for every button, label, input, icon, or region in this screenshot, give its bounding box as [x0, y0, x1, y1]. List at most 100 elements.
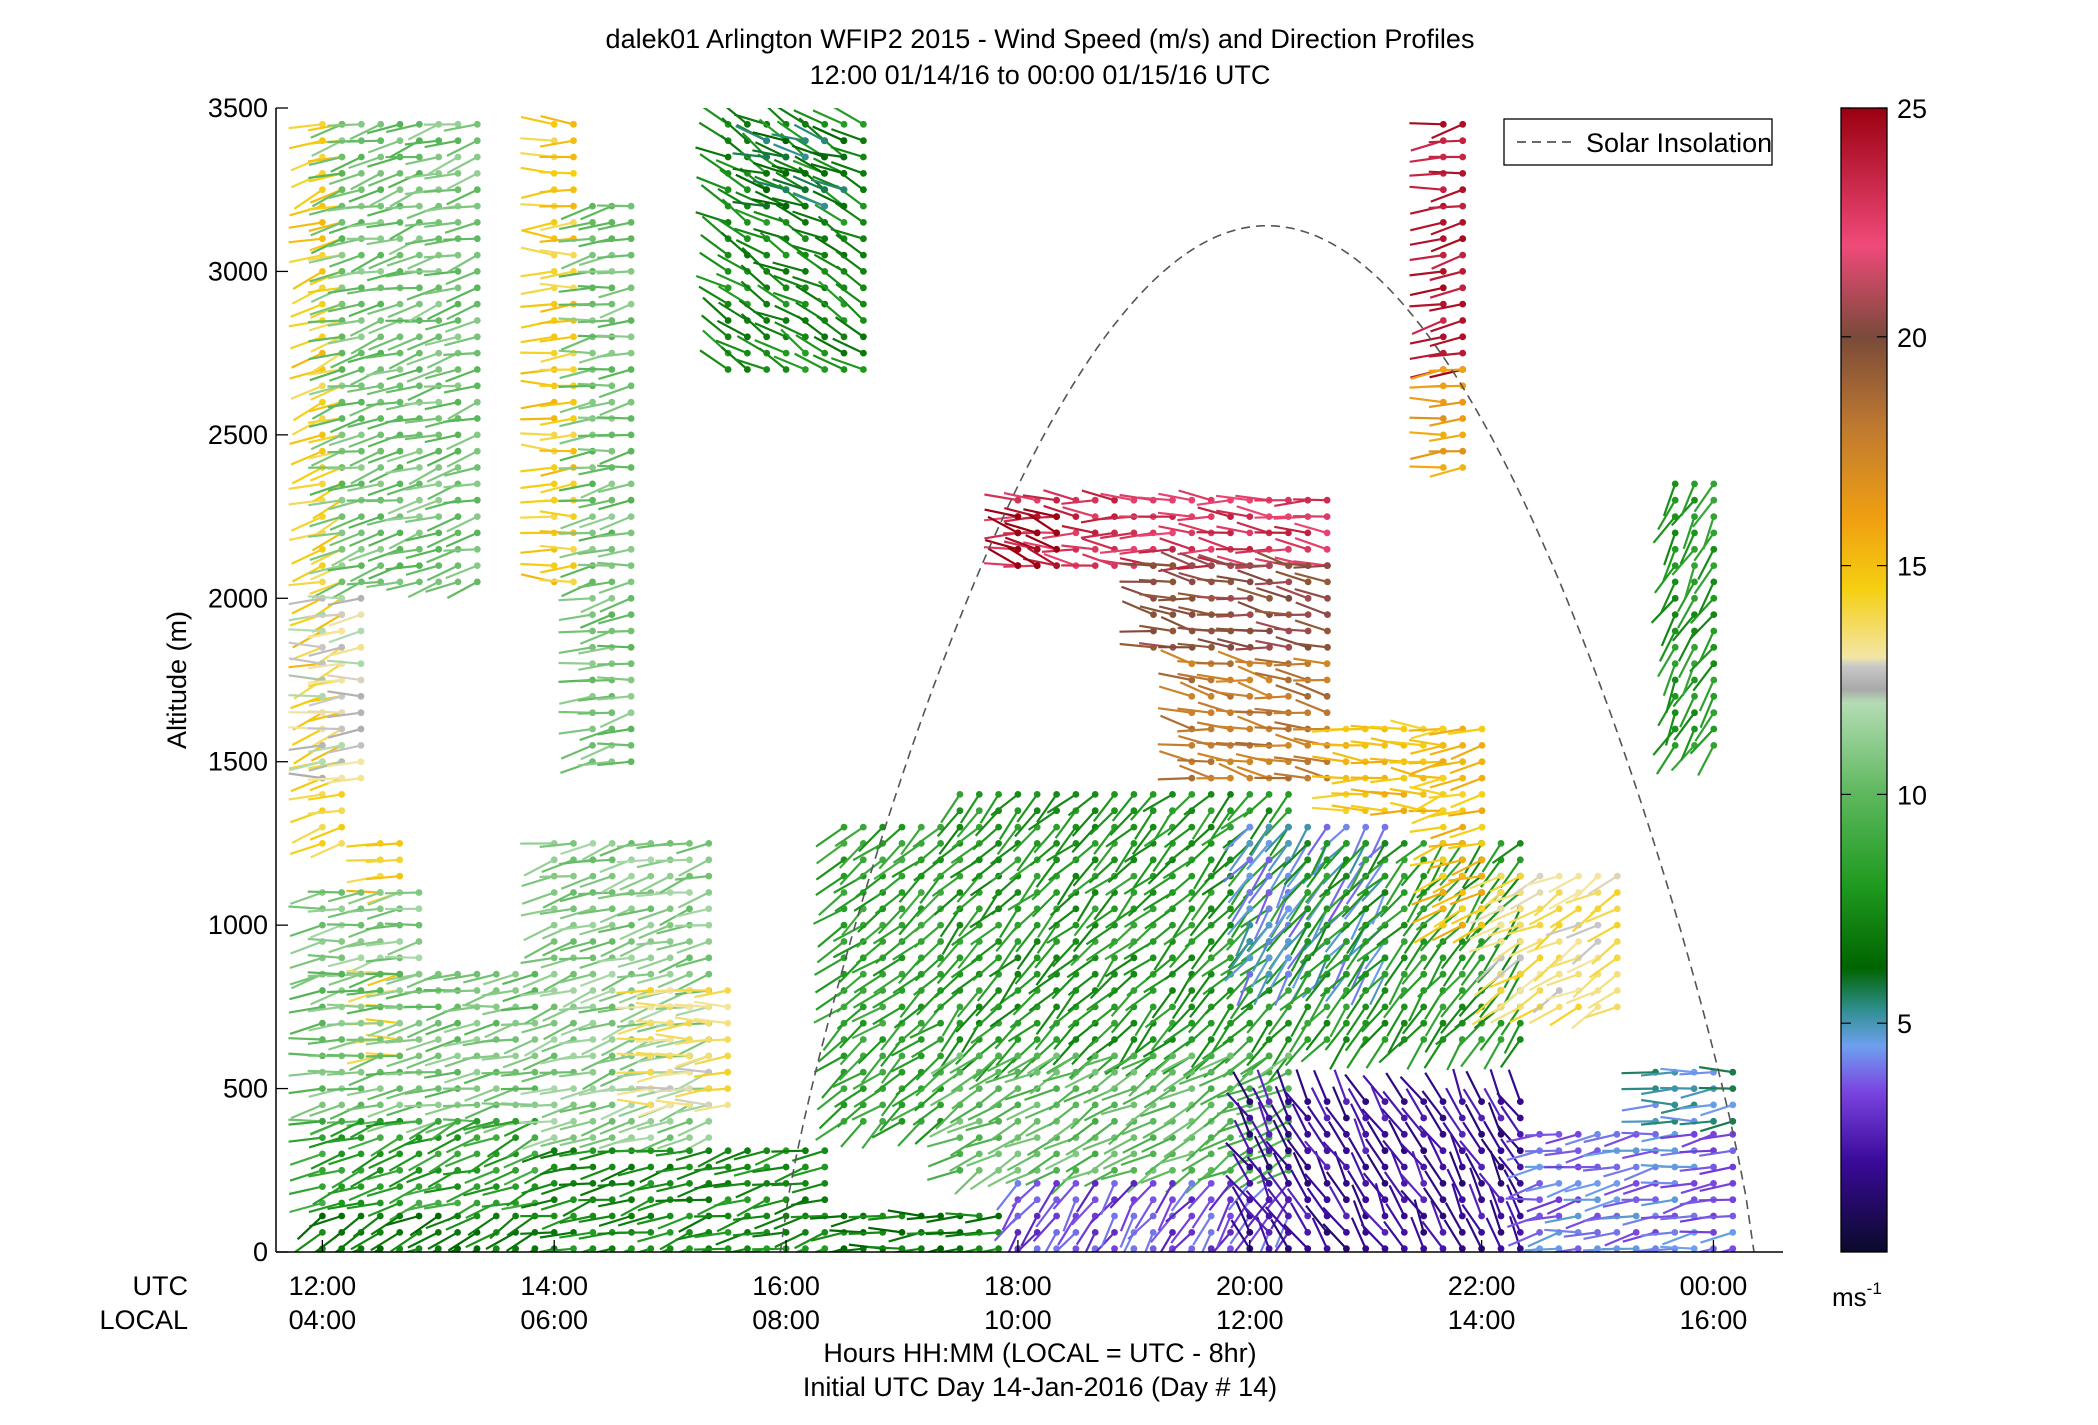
wind-barb-dot — [473, 153, 481, 161]
wind-barb — [366, 219, 404, 229]
wind-barb-shaft — [310, 433, 343, 451]
wind-barb — [446, 137, 481, 157]
wind-barb-dot — [319, 1134, 326, 1141]
wind-barb-dot — [473, 251, 481, 259]
wind-barb-shaft — [446, 433, 478, 451]
wind-barb-shaft — [309, 466, 343, 482]
wind-barb-dot — [1053, 1003, 1060, 1011]
wind-barb — [308, 529, 346, 538]
wind-barb-dot — [358, 545, 365, 553]
wind-barb-dot — [608, 284, 616, 292]
wind-barb-dot — [415, 1166, 423, 1174]
wind-barb-dot — [1188, 1003, 1196, 1011]
wind-barb-shaft — [307, 710, 342, 714]
wind-barb-shaft — [309, 368, 343, 382]
wind-barb-dot — [358, 284, 365, 292]
wind-barb-shaft — [309, 303, 343, 316]
wind-barb-shaft — [308, 254, 343, 264]
wind-barb — [386, 251, 423, 267]
wind-barb-shaft — [424, 139, 459, 149]
wind-barb-dot — [357, 725, 365, 733]
wind-barb-dot — [821, 1196, 829, 1204]
wind-barb-shaft — [327, 1071, 362, 1076]
wind-barb-dot — [550, 349, 558, 357]
wind-barb-dot — [415, 1052, 423, 1060]
wind-barb-dot — [860, 170, 867, 177]
wind-barb-shaft — [405, 482, 439, 491]
wind-barb — [349, 120, 385, 141]
wind-barb-dot — [686, 1245, 693, 1252]
wind-barb-dot — [685, 1085, 693, 1092]
wind-barb-shaft — [347, 417, 381, 428]
wind-barb — [350, 251, 385, 273]
wind-barb-dot — [608, 938, 616, 945]
wind-barb-shaft — [367, 548, 401, 563]
wind-barb — [406, 496, 443, 514]
wind-barb — [404, 415, 443, 424]
wind-barb-dot — [396, 1101, 404, 1109]
wind-barb-shaft — [365, 1054, 400, 1058]
wind-barb — [328, 366, 365, 382]
wind-barb-shaft — [310, 989, 343, 1006]
wind-barb-shaft — [328, 940, 362, 954]
wind-barb-shaft — [311, 728, 343, 748]
wind-barb-shaft — [310, 842, 343, 859]
wind-barb-dot — [821, 120, 829, 128]
wind-barb-dot — [416, 300, 423, 308]
wind-barb — [307, 970, 346, 978]
wind-barb-dot — [338, 643, 346, 651]
wind-barb-dot — [377, 333, 385, 341]
wind-barb — [368, 464, 404, 484]
wind-barb-shaft — [404, 401, 439, 406]
wind-barb-dot — [492, 1212, 500, 1220]
wind-barb-dot — [319, 186, 326, 194]
wind-barb-dot — [376, 1134, 384, 1141]
wind-barb-dot — [666, 1134, 674, 1141]
wind-barb-dot — [338, 333, 346, 341]
wind-barb-dot — [319, 300, 326, 308]
wind-barb — [327, 333, 365, 345]
wind-barb-dot — [840, 349, 848, 357]
wind-barb-dot — [473, 317, 481, 324]
wind-barb-shaft — [368, 466, 401, 484]
wind-barb-dot — [782, 349, 790, 357]
wind-barb-dot — [685, 1052, 693, 1060]
wind-barb-dot — [319, 268, 326, 275]
wind-barb-dot — [821, 333, 829, 341]
wind-barb-dot — [531, 1134, 539, 1141]
wind-barb-dot — [570, 905, 577, 913]
wind-barb — [367, 480, 404, 497]
wind-barb-dot — [1188, 954, 1196, 962]
wind-barb — [367, 300, 404, 316]
wind-barb-dot — [415, 921, 423, 929]
wind-barb-dot — [492, 970, 500, 978]
wind-barb-shaft — [288, 772, 323, 780]
wind-barb — [327, 398, 365, 409]
wind-barb-dot — [956, 791, 964, 798]
wind-barb — [445, 562, 481, 580]
wind-barb-dot — [358, 513, 365, 520]
wind-barb-shaft — [290, 303, 323, 318]
wind-barb-dot — [724, 1163, 732, 1171]
wind-barb-dot — [627, 300, 635, 308]
wind-barb-dot — [860, 317, 867, 324]
wind-barb-dot — [820, 202, 828, 210]
wind-barb-dot — [937, 1101, 944, 1109]
wind-barb-dot — [454, 186, 462, 194]
wind-barb-dot — [550, 889, 558, 896]
wind-barb-dot — [435, 513, 443, 520]
wind-barb-shaft — [367, 172, 401, 187]
wind-barb-dot — [666, 938, 674, 945]
wind-barb-dot — [1188, 921, 1196, 929]
wind-barb — [423, 382, 462, 390]
wind-barb-dot — [415, 1117, 423, 1125]
wind-barb-shaft — [366, 401, 401, 407]
wind-barb-shaft — [291, 548, 323, 565]
wind-barb — [349, 562, 385, 583]
wind-barb-dot — [647, 872, 655, 880]
wind-barb — [309, 823, 346, 841]
wind-barb-dot — [550, 970, 558, 978]
wind-barb-dot — [550, 1052, 558, 1060]
wind-barb-dot — [860, 349, 867, 357]
wind-barb-dot — [319, 1085, 326, 1092]
